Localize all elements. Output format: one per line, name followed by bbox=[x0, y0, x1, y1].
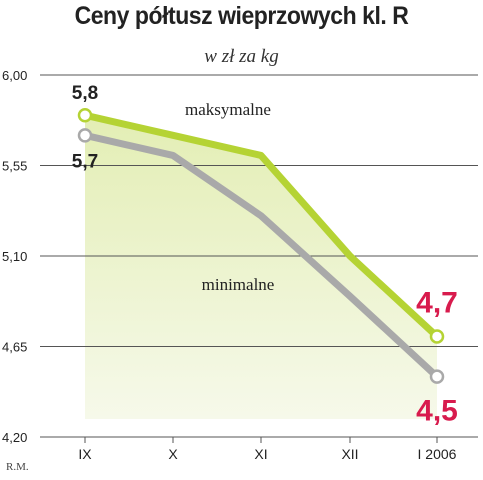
y-tick-label: 4,65 bbox=[2, 340, 27, 355]
y-tick-label: 5,10 bbox=[2, 249, 27, 264]
area-fill bbox=[85, 115, 437, 419]
x-tick-label: XI bbox=[254, 446, 267, 462]
series-line-maksymalne bbox=[81, 111, 441, 340]
y-tick-label: 5,55 bbox=[2, 159, 27, 174]
point-marker-maksymalne bbox=[429, 329, 445, 344]
value-annotation: 5,8 bbox=[72, 83, 98, 104]
series-line-minimalne bbox=[81, 131, 441, 381]
x-tick-label: X bbox=[168, 446, 178, 462]
chart-title: Ceny półtusz wieprzowych kl. R bbox=[74, 2, 409, 30]
value-annotation: 4,5 bbox=[416, 395, 458, 428]
series-label-minimalne: minimalne bbox=[202, 275, 275, 294]
series-label-maksymalne: maksymalne bbox=[185, 100, 271, 119]
x-tick-label: IX bbox=[78, 446, 92, 462]
y-tick-label: 6,00 bbox=[2, 68, 27, 83]
point-marker-minimalne bbox=[429, 369, 445, 384]
value-annotation: 5,7 bbox=[72, 151, 98, 172]
value-annotation: 4,7 bbox=[416, 286, 458, 319]
credit-label: R.M. bbox=[6, 461, 29, 473]
point-marker-minimalne bbox=[77, 128, 93, 143]
x-tick-label: XII bbox=[341, 446, 358, 462]
chart-subtitle: w zł za kg bbox=[204, 46, 279, 67]
x-tick-label: I 2006 bbox=[418, 446, 457, 462]
y-tick-label: 4,20 bbox=[2, 430, 27, 445]
point-marker-maksymalne bbox=[77, 107, 93, 123]
